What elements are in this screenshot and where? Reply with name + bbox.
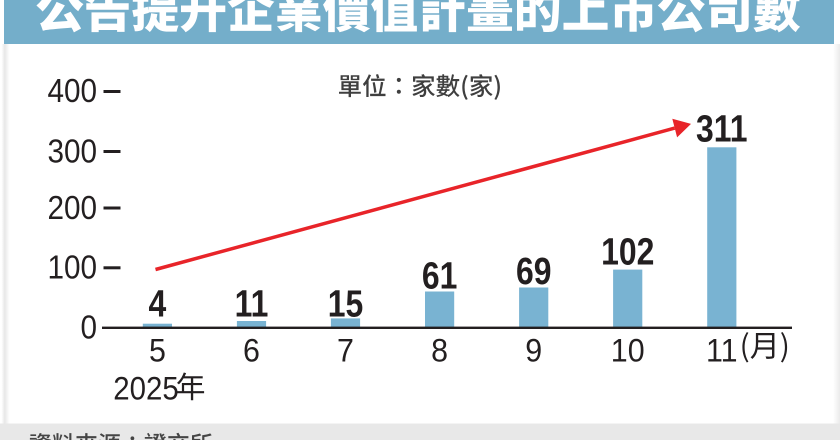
svg-text:311: 311 [696, 108, 747, 150]
svg-text:0: 0 [80, 309, 97, 346]
svg-text:9: 9 [525, 333, 542, 369]
svg-text:102: 102 [601, 231, 654, 273]
svg-text:11: 11 [706, 333, 738, 369]
svg-text:4: 4 [149, 283, 167, 325]
svg-text:10: 10 [611, 333, 645, 369]
svg-text:2025: 2025 [113, 370, 178, 407]
svg-text:15: 15 [328, 283, 364, 325]
svg-text:5: 5 [149, 333, 166, 369]
svg-text:69: 69 [516, 251, 552, 293]
svg-text:61: 61 [422, 255, 458, 297]
svg-text:300: 300 [47, 133, 97, 170]
svg-text:8: 8 [431, 333, 448, 369]
svg-text:6: 6 [243, 333, 260, 369]
svg-text:200: 200 [47, 190, 97, 227]
svg-text:100: 100 [47, 249, 97, 286]
svg-text:7: 7 [337, 333, 354, 369]
svg-text:400: 400 [47, 73, 97, 110]
svg-text:11: 11 [235, 283, 269, 325]
